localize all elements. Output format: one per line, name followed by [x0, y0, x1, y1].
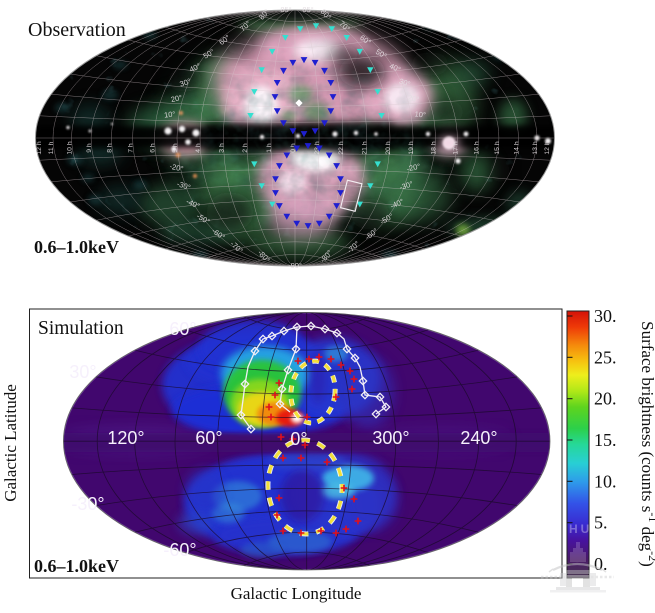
- svg-text:15.: 15.: [594, 430, 617, 450]
- svg-text:60°: 60°: [169, 319, 196, 339]
- svg-text:0°: 0°: [290, 429, 307, 449]
- svg-text:300°: 300°: [372, 428, 409, 448]
- svg-text:60°: 60°: [195, 428, 222, 448]
- svg-text:30°: 30°: [69, 362, 96, 382]
- svg-text:-20°: -20°: [169, 162, 184, 174]
- svg-text:2 h: 2 h: [242, 143, 249, 153]
- svg-text:-20°: -20°: [406, 162, 421, 174]
- svg-text:14 h: 14 h: [513, 141, 520, 154]
- svg-text:4 h: 4 h: [195, 143, 202, 153]
- svg-text:Observation: Observation: [28, 19, 126, 41]
- svg-text:0.6–1.0keV: 0.6–1.0keV: [34, 556, 119, 576]
- svg-text:1 h: 1 h: [266, 143, 273, 153]
- svg-text:-90°: -90°: [288, 261, 302, 270]
- svg-text:Galactic Latitude: Galactic Latitude: [1, 384, 20, 502]
- svg-text:6 h: 6 h: [150, 143, 157, 153]
- svg-text:17 h: 17 h: [452, 141, 459, 154]
- svg-text:Surface brightness (counts s-1: Surface brightness (counts s-1 deg-2): [638, 321, 655, 567]
- svg-text:25.: 25.: [594, 347, 617, 367]
- svg-text:10°: 10°: [414, 109, 426, 119]
- svg-text:30°: 30°: [398, 77, 412, 89]
- svg-text:-30°: -30°: [398, 179, 414, 192]
- svg-text:85°: 85°: [302, 5, 313, 14]
- svg-text:18 h: 18 h: [430, 141, 437, 154]
- svg-text:20°: 20°: [407, 93, 420, 104]
- svg-text:10°: 10°: [164, 109, 176, 119]
- svg-text:240°: 240°: [460, 428, 497, 448]
- svg-text:20 h: 20 h: [385, 141, 392, 154]
- svg-text:Simulation: Simulation: [38, 318, 124, 339]
- svg-text:10 h: 10 h: [67, 141, 74, 154]
- svg-text:9 h: 9 h: [86, 143, 93, 153]
- svg-text:21 h: 21 h: [362, 141, 369, 154]
- svg-text:30°: 30°: [178, 77, 192, 89]
- svg-text:5 h: 5 h: [172, 143, 179, 153]
- svg-text:19 h: 19 h: [408, 141, 415, 154]
- svg-text:5.: 5.: [594, 513, 608, 533]
- svg-text:120°: 120°: [107, 428, 144, 448]
- svg-text:-30°: -30°: [176, 179, 192, 192]
- svg-text:30.: 30.: [594, 306, 617, 326]
- svg-text:40°: 40°: [388, 61, 402, 74]
- svg-text:11 h: 11 h: [48, 141, 55, 154]
- svg-text:10.: 10.: [594, 471, 617, 491]
- svg-text:12 h: 12 h: [544, 141, 551, 154]
- svg-text:Galactic Longitude: Galactic Longitude: [231, 584, 362, 603]
- svg-text:40°: 40°: [188, 61, 202, 74]
- svg-text:13 h: 13 h: [532, 141, 539, 154]
- svg-text:22 h: 22 h: [338, 141, 345, 154]
- svg-text:HU: HU: [569, 522, 592, 536]
- svg-text:8 h: 8 h: [107, 143, 114, 153]
- svg-text:20°: 20°: [170, 93, 183, 104]
- svg-text:-60°: -60°: [163, 540, 196, 560]
- svg-text:-30°: -30°: [71, 494, 104, 514]
- svg-text:16 h: 16 h: [474, 141, 481, 154]
- svg-text:85°: 85°: [280, 5, 291, 14]
- svg-text:12 h: 12 h: [36, 141, 43, 154]
- svg-text:20.: 20.: [594, 389, 617, 409]
- svg-text:3 h: 3 h: [218, 143, 225, 153]
- svg-text:0.6–1.0keV: 0.6–1.0keV: [34, 237, 119, 257]
- svg-text:7 h: 7 h: [128, 143, 135, 153]
- svg-text:15 h: 15 h: [494, 141, 501, 154]
- svg-text:0 h: 0 h: [290, 143, 297, 153]
